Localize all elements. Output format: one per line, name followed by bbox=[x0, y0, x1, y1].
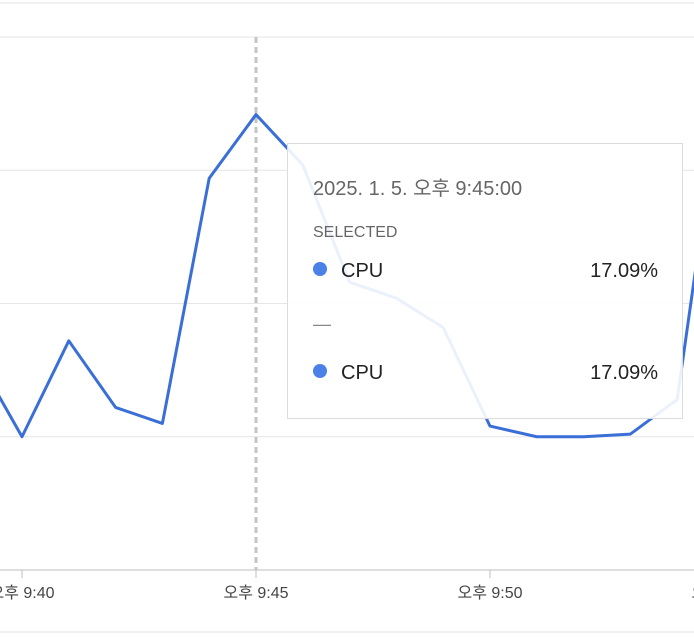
series-name: CPU bbox=[341, 362, 384, 384]
series-dot bbox=[313, 262, 327, 276]
series-value: 17.09% bbox=[590, 260, 658, 282]
tooltip-row: CPU 17.09% bbox=[313, 260, 658, 283]
x-tick-label: 오후 9:50 bbox=[457, 584, 522, 602]
tooltip-title: 2025. 1. 5. 오후 9:45:00 bbox=[313, 178, 523, 200]
tooltip-section: SELECTED bbox=[313, 224, 398, 241]
x-tick-label: 오후 9:40 bbox=[0, 584, 55, 602]
series-value: 17.09% bbox=[590, 362, 658, 384]
x-tick-label: 오후 9:55 bbox=[691, 584, 694, 602]
series-dot bbox=[313, 364, 327, 378]
series-name: CPU bbox=[341, 260, 384, 282]
tooltip-row: CPU 17.09% bbox=[313, 362, 658, 385]
separator: — bbox=[313, 314, 331, 334]
x-tick-label: 오후 9:45 bbox=[223, 584, 288, 602]
tooltip: 2025. 1. 5. 오후 9:45:00 SELECTED CPU 17.09… bbox=[287, 143, 683, 419]
